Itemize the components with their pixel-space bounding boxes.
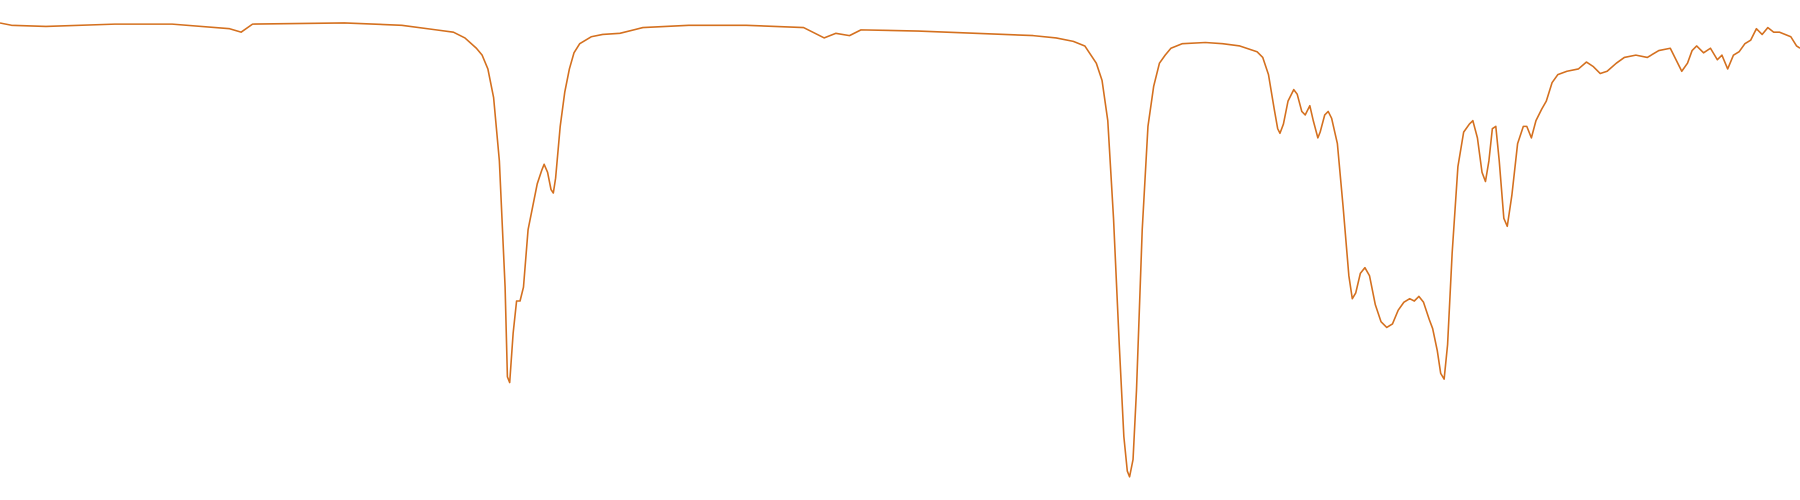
spectrum-line [0, 22, 1800, 478]
